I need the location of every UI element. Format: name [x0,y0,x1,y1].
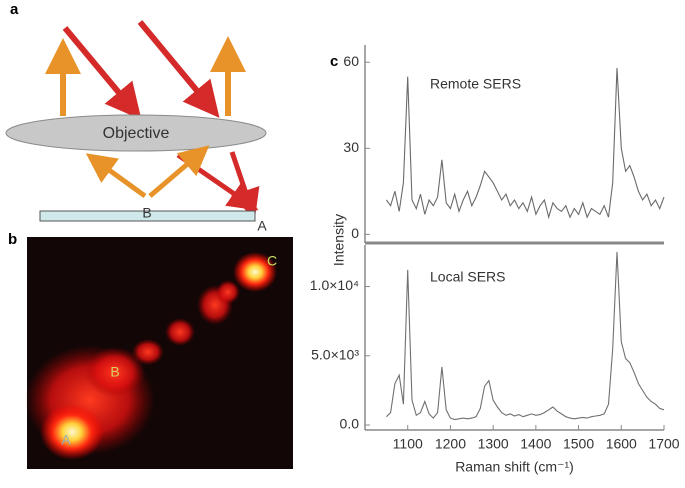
panel-label: a [10,1,19,18]
spectrum-line [385,67,665,220]
x-tick-label: 1300 [478,436,509,452]
x-tick-label: 1600 [606,436,637,452]
y-axis-label: Intensity [331,214,347,266]
substrate [39,210,256,222]
panel-label: b [8,231,17,248]
spot-label: B [110,364,119,380]
objective-lens [5,114,267,152]
x-tick-label: 1100 [393,436,423,452]
point-label: A [257,218,267,234]
beam-diagram-lower [85,145,260,220]
y-tick-label: 60 [343,53,359,69]
fluorescence-image [25,237,293,469]
objective-label: Objective [103,125,170,142]
spot-label: C [267,253,277,269]
y-tick-label: 0 [351,225,359,241]
x-tick-label: 1200 [435,436,466,452]
x-tick-label: 1700 [648,436,679,452]
beam-diagram [45,20,246,120]
y-tick-label: 30 [343,139,359,155]
y-tick-label: 0.0 [340,416,360,432]
spectra: 0 30 60 Remote SERS 0.0 5.0×10³ 1.0×10⁴ 1100 120… [310,45,680,475]
x-tick-label: 1500 [563,436,594,452]
spectrum-line [386,251,665,421]
point-label: B [142,205,151,221]
panel-label: c [330,53,338,70]
y-tick-label: 5.0×10³ [311,346,359,362]
annotation: Local SERS [430,269,505,285]
x-tick-label: 1400 [520,436,551,452]
annotation: Remote SERS [430,76,521,92]
spot-label: A [61,432,71,448]
y-tick-label: 1.0×10⁴ [310,277,359,293]
x-axis-label: Raman shift (cm⁻¹) [455,459,574,475]
